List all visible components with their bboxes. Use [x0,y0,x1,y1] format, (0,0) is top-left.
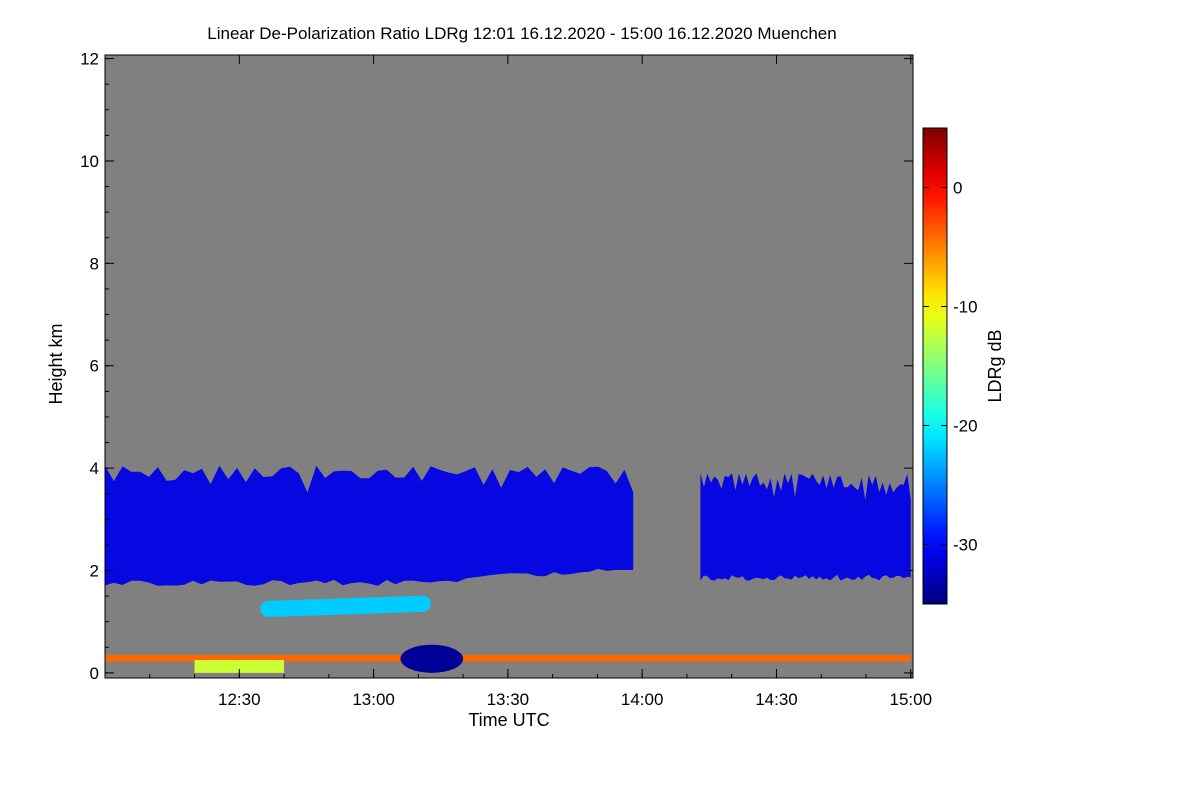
x-axis: 12:30 13:00 13:30 14:00 14:30 15:00 [104,55,932,709]
colorbar-title: LDRg dB [985,329,1005,402]
y-axis: 0 2 4 6 8 10 12 [80,50,913,683]
y-tick-label: 2 [90,561,99,580]
x-tick-label: 12:30 [218,690,261,709]
cloud-region [105,465,634,586]
colorbar-ticks: 0 -10 -20 -30 [923,179,978,555]
y-tick-label: 10 [80,152,99,171]
y-tick-label: 4 [90,459,99,478]
y-axis-title: Height km [46,323,66,404]
plot-background [105,55,913,678]
y-tick-label: 8 [90,254,99,273]
melting-band [260,595,431,617]
data-layer [105,465,911,673]
plot-frame [104,54,914,679]
x-tick-label: 15:00 [889,690,932,709]
chart-title: Linear De-Polarization Ratio LDRg 12:01 … [207,24,836,43]
feature-group [105,465,911,673]
surface-band [194,660,285,673]
colorbar [922,127,948,605]
colorbar-tick-label: -10 [953,298,978,317]
x-tick-label: 13:30 [487,690,530,709]
cloud-region [700,473,911,581]
surface-band [105,654,911,662]
y-tick-label: 0 [90,664,99,683]
x-tick-label: 13:00 [352,690,395,709]
colorbar-tick-label: 0 [953,179,962,198]
colorbar-tick-label: -20 [953,417,978,436]
x-axis-title: Time UTC [468,710,549,730]
colorbar-tick-label: -30 [953,536,978,555]
y-tick-label: 6 [90,357,99,376]
x-tick-label: 14:30 [755,690,798,709]
x-tick-label: 14:00 [621,690,664,709]
low-blob [400,644,464,673]
y-tick-label: 12 [80,50,99,69]
